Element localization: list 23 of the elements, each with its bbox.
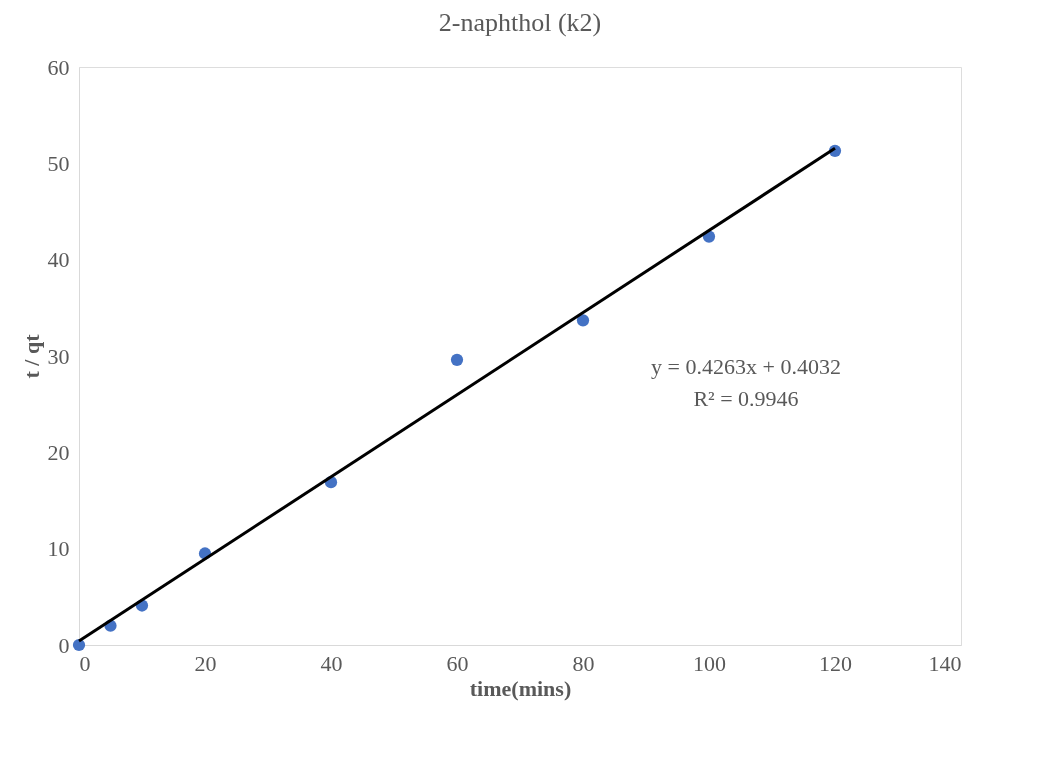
point [72, 638, 86, 652]
y-axis-title: t / qt [18, 333, 44, 379]
x-tick-label: 0 [79, 650, 91, 676]
y-tick-label: 50 [47, 150, 70, 176]
annotation: R² = 0.9946 [693, 386, 799, 411]
annotation: y = 0.4263x + 0.4032 [651, 354, 841, 379]
x-tick-label: 120 [819, 650, 852, 676]
x-tick-label: 20 [194, 650, 217, 676]
chart-title: 2-naphthol (k2) [438, 8, 602, 37]
x-tick-label: 80 [572, 650, 595, 676]
y-tick-label: 10 [47, 536, 70, 562]
point [450, 353, 464, 366]
y-tick-label: 20 [47, 439, 70, 465]
y-tick-label: 0 [58, 632, 70, 658]
x-axis-title: time(mins) [469, 675, 572, 701]
x-tick-label: 60 [446, 650, 469, 676]
point [576, 314, 590, 327]
y-tick-label: 40 [47, 247, 70, 273]
y-tick-label: 30 [47, 343, 70, 369]
x-tick-label: 40 [320, 650, 343, 676]
x-tick-label: 100 [693, 650, 726, 676]
x-tick-label: 140 [928, 650, 962, 676]
y-tick-label: 60 [47, 54, 70, 80]
